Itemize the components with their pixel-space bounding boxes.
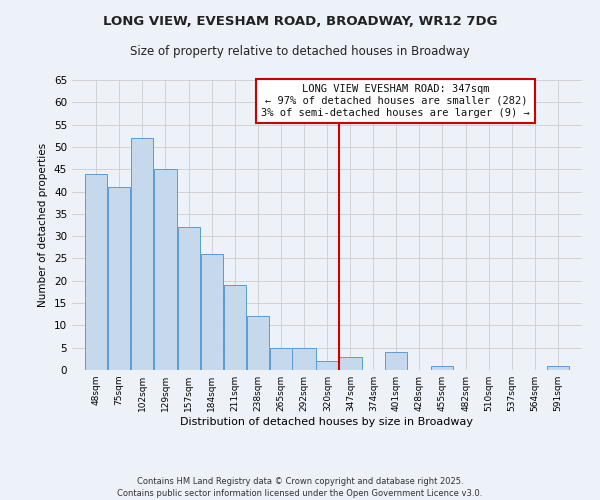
- Text: Contains public sector information licensed under the Open Government Licence v3: Contains public sector information licen…: [118, 489, 482, 498]
- Bar: [547, 366, 569, 370]
- Bar: [108, 187, 130, 370]
- Text: LONG VIEW, EVESHAM ROAD, BROADWAY, WR12 7DG: LONG VIEW, EVESHAM ROAD, BROADWAY, WR12 …: [103, 15, 497, 28]
- Bar: [292, 348, 316, 370]
- Bar: [178, 227, 200, 370]
- Bar: [385, 352, 407, 370]
- Text: Size of property relative to detached houses in Broadway: Size of property relative to detached ho…: [130, 45, 470, 58]
- Bar: [316, 361, 338, 370]
- Text: LONG VIEW EVESHAM ROAD: 347sqm
← 97% of detached houses are smaller (282)
3% of : LONG VIEW EVESHAM ROAD: 347sqm ← 97% of …: [262, 84, 530, 117]
- Bar: [224, 285, 246, 370]
- Bar: [339, 356, 362, 370]
- Bar: [431, 366, 454, 370]
- Bar: [131, 138, 153, 370]
- Bar: [269, 348, 292, 370]
- Bar: [247, 316, 269, 370]
- Bar: [200, 254, 223, 370]
- Y-axis label: Number of detached properties: Number of detached properties: [38, 143, 49, 307]
- Bar: [85, 174, 107, 370]
- Bar: [154, 169, 177, 370]
- X-axis label: Distribution of detached houses by size in Broadway: Distribution of detached houses by size …: [181, 417, 473, 427]
- Text: Contains HM Land Registry data © Crown copyright and database right 2025.: Contains HM Land Registry data © Crown c…: [137, 478, 463, 486]
